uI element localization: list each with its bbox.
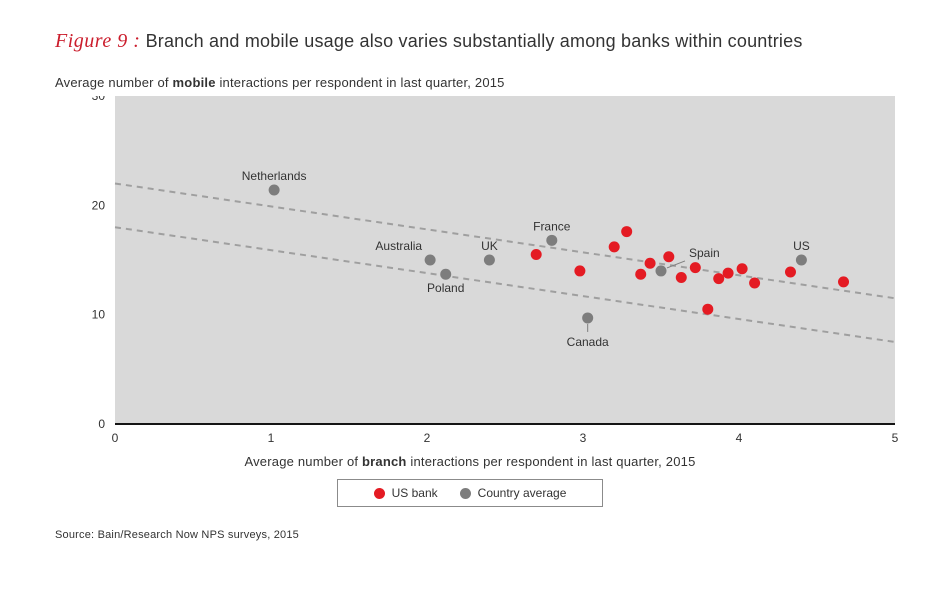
figure-title: Figure 9 : Branch and mobile usage also … (55, 30, 895, 53)
svg-text:UK: UK (481, 239, 498, 253)
figure-container: Figure 9 : Branch and mobile usage also … (0, 0, 950, 615)
legend-label: Country average (478, 486, 567, 500)
svg-text:5: 5 (892, 431, 899, 445)
svg-text:Netherlands: Netherlands (242, 169, 307, 183)
legend-item: US bank (374, 486, 438, 500)
svg-text:4: 4 (736, 431, 743, 445)
scatter-plot: 0 1 2 3 4 5 0 10 20 30 Netherlands Australia Poland U… (75, 96, 905, 446)
figure-title-text: Branch and mobile usage also varies subs… (146, 31, 803, 51)
svg-text:3: 3 (580, 431, 587, 445)
svg-text:0: 0 (98, 417, 105, 431)
figure-label: Figure 9 : (55, 30, 140, 52)
chart: 0123450102030NetherlandsAustraliaPolandU… (75, 96, 865, 507)
svg-text:France: France (533, 219, 571, 233)
svg-text:Canada: Canada (567, 335, 609, 349)
svg-text:20: 20 (92, 198, 106, 212)
svg-text:30: 30 (92, 96, 106, 103)
x-axis-title: Average number of branch interactions pe… (75, 454, 865, 469)
svg-text:US: US (793, 239, 810, 253)
svg-text:Poland: Poland (427, 281, 464, 295)
legend-swatch-icon (460, 488, 471, 499)
legend: US bank Country average (337, 479, 603, 507)
svg-text:2: 2 (424, 431, 431, 445)
legend-swatch-icon (374, 488, 385, 499)
svg-text:Australia: Australia (375, 239, 422, 253)
svg-text:10: 10 (92, 308, 106, 322)
source-text: Source: Bain/Research Now NPS surveys, 2… (55, 529, 895, 541)
svg-text:1: 1 (268, 431, 275, 445)
svg-text:0: 0 (112, 431, 119, 445)
svg-text:Spain: Spain (689, 246, 720, 260)
y-axis-title: Average number of mobile interactions pe… (55, 75, 895, 90)
legend-item: Country average (460, 486, 567, 500)
legend-label: US bank (392, 486, 438, 500)
